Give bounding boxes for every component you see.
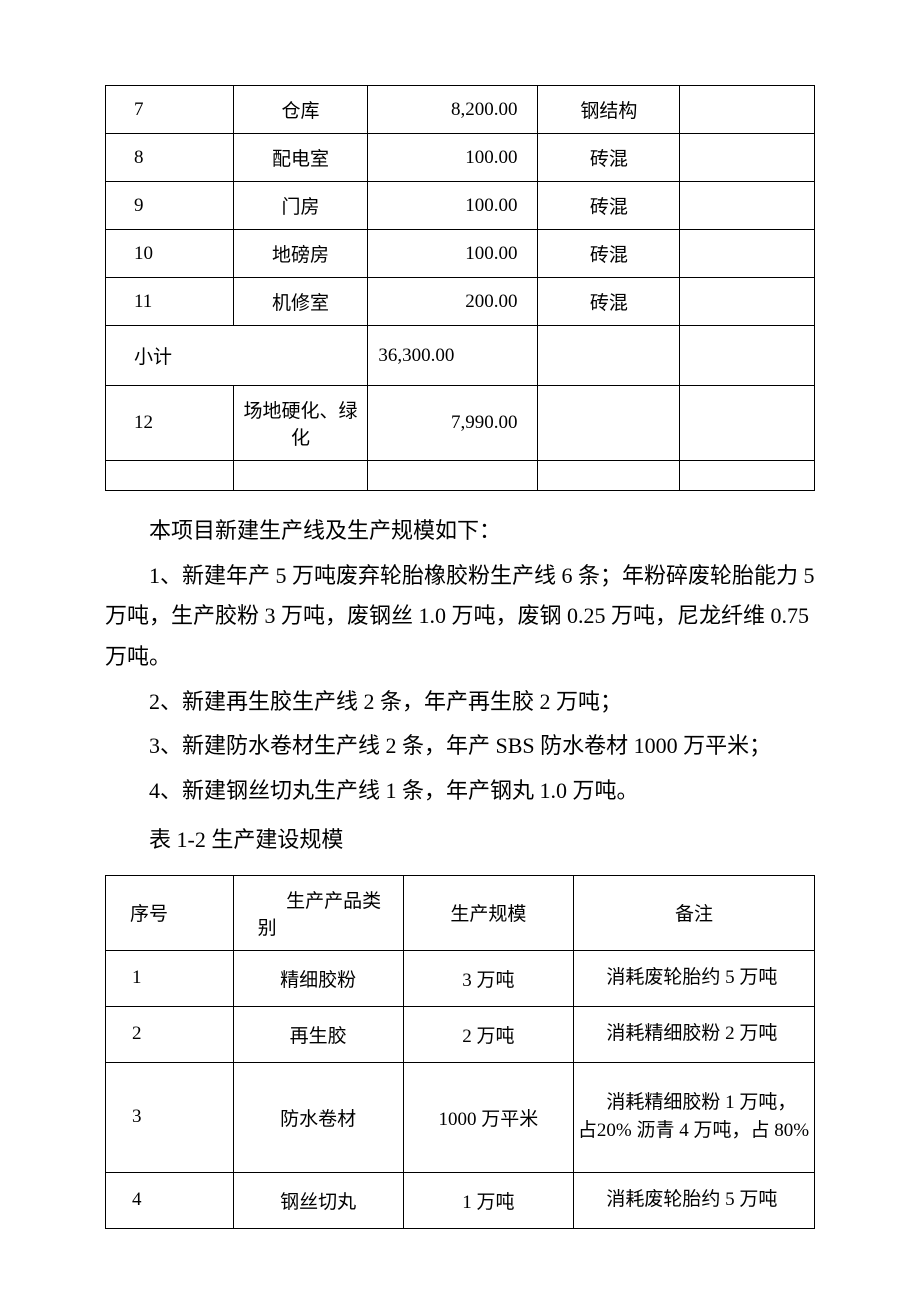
row-note [680,86,815,134]
row-struct: 砖混 [538,134,680,182]
row-note [680,134,815,182]
row-remark: 消耗精细胶粉 1 万吨，占20% 沥青 4 万吨，占 80% [573,1062,814,1172]
table-row: 8 配电室 100.00 砖混 [106,134,815,182]
empty-row [106,461,815,491]
row-remark: 消耗废轮胎约 5 万吨 [573,1172,814,1228]
row-name: 机修室 [233,278,368,326]
row-num: 7 [106,86,234,134]
row-name: 仓库 [233,86,368,134]
row-struct: 砖混 [538,278,680,326]
building-table: 7 仓库 8,200.00 钢结构 8 配电室 100.00 砖混 9 门房 1… [105,85,815,491]
row-num: 10 [106,230,234,278]
row-area: 8,200.00 [368,86,538,134]
subtotal-row: 小计 36,300.00 [106,326,815,386]
row-num: 4 [106,1172,234,1228]
row-area: 100.00 [368,230,538,278]
table-row: 10 地磅房 100.00 砖混 [106,230,815,278]
table-caption: 表 1-2 生产建设规模 [105,820,815,861]
empty-cell [106,461,234,491]
intro-paragraph: 本项目新建生产线及生产规模如下： [105,511,815,552]
table-row: 7 仓库 8,200.00 钢结构 [106,86,815,134]
row-product: 再生胶 [233,1006,403,1062]
table-row: 4 钢丝切丸 1 万吨 消耗废轮胎约 5 万吨 [106,1172,815,1228]
row-product: 精细胶粉 [233,950,403,1006]
header-seq: 序号 [106,875,234,950]
subtotal-note [680,326,815,386]
row-remark: 消耗废轮胎约 5 万吨 [573,950,814,1006]
row-name: 场地硬化、绿化 [233,386,368,461]
item-paragraph: 1、新建年产 5 万吨废弃轮胎橡胶粉生产线 6 条；年粉碎废轮胎能力 5 万吨，… [105,556,815,678]
row-note [680,278,815,326]
row-num: 11 [106,278,234,326]
row-struct: 钢结构 [538,86,680,134]
production-scale-table: 序号 生产产品类别 生产规模 备注 1 精细胶粉 3 万吨 消耗废轮胎约 5 万… [105,875,815,1229]
row-struct [538,386,680,461]
item-paragraph: 3、新建防水卷材生产线 2 条，年产 SBS 防水卷材 1000 万平米； [105,726,815,767]
row-struct: 砖混 [538,182,680,230]
empty-cell [538,461,680,491]
row-remark: 消耗精细胶粉 2 万吨 [573,1006,814,1062]
table-header-row: 序号 生产产品类别 生产规模 备注 [106,875,815,950]
row-area: 200.00 [368,278,538,326]
row-area: 100.00 [368,134,538,182]
table-row: 11 机修室 200.00 砖混 [106,278,815,326]
table-row: 2 再生胶 2 万吨 消耗精细胶粉 2 万吨 [106,1006,815,1062]
empty-cell [680,461,815,491]
row-struct: 砖混 [538,230,680,278]
row-note [680,182,815,230]
item-paragraph: 2、新建再生胶生产线 2 条，年产再生胶 2 万吨； [105,682,815,723]
document-content: 7 仓库 8,200.00 钢结构 8 配电室 100.00 砖混 9 门房 1… [105,85,815,1229]
header-remark: 备注 [573,875,814,950]
header-scale: 生产规模 [403,875,573,950]
row-name: 配电室 [233,134,368,182]
item-paragraph: 4、新建钢丝切丸生产线 1 条，年产钢丸 1.0 万吨。 [105,771,815,812]
row-name: 地磅房 [233,230,368,278]
row-area: 7,990.00 [368,386,538,461]
row-note [680,386,815,461]
header-product: 生产产品类别 [233,875,403,950]
row-area: 100.00 [368,182,538,230]
subtotal-label: 小计 [106,326,368,386]
empty-cell [368,461,538,491]
table-row: 12 场地硬化、绿化 7,990.00 [106,386,815,461]
row-num: 9 [106,182,234,230]
table-row: 3 防水卷材 1000 万平米 消耗精细胶粉 1 万吨，占20% 沥青 4 万吨… [106,1062,815,1172]
empty-cell [233,461,368,491]
row-name: 门房 [233,182,368,230]
row-num: 1 [106,950,234,1006]
row-num: 3 [106,1062,234,1172]
row-num: 12 [106,386,234,461]
table-row: 9 门房 100.00 砖混 [106,182,815,230]
row-scale: 3 万吨 [403,950,573,1006]
row-num: 2 [106,1006,234,1062]
subtotal-struct [538,326,680,386]
row-num: 8 [106,134,234,182]
row-scale: 1000 万平米 [403,1062,573,1172]
row-product: 钢丝切丸 [233,1172,403,1228]
row-note [680,230,815,278]
row-scale: 1 万吨 [403,1172,573,1228]
row-scale: 2 万吨 [403,1006,573,1062]
subtotal-value: 36,300.00 [368,326,538,386]
row-product: 防水卷材 [233,1062,403,1172]
table-row: 1 精细胶粉 3 万吨 消耗废轮胎约 5 万吨 [106,950,815,1006]
